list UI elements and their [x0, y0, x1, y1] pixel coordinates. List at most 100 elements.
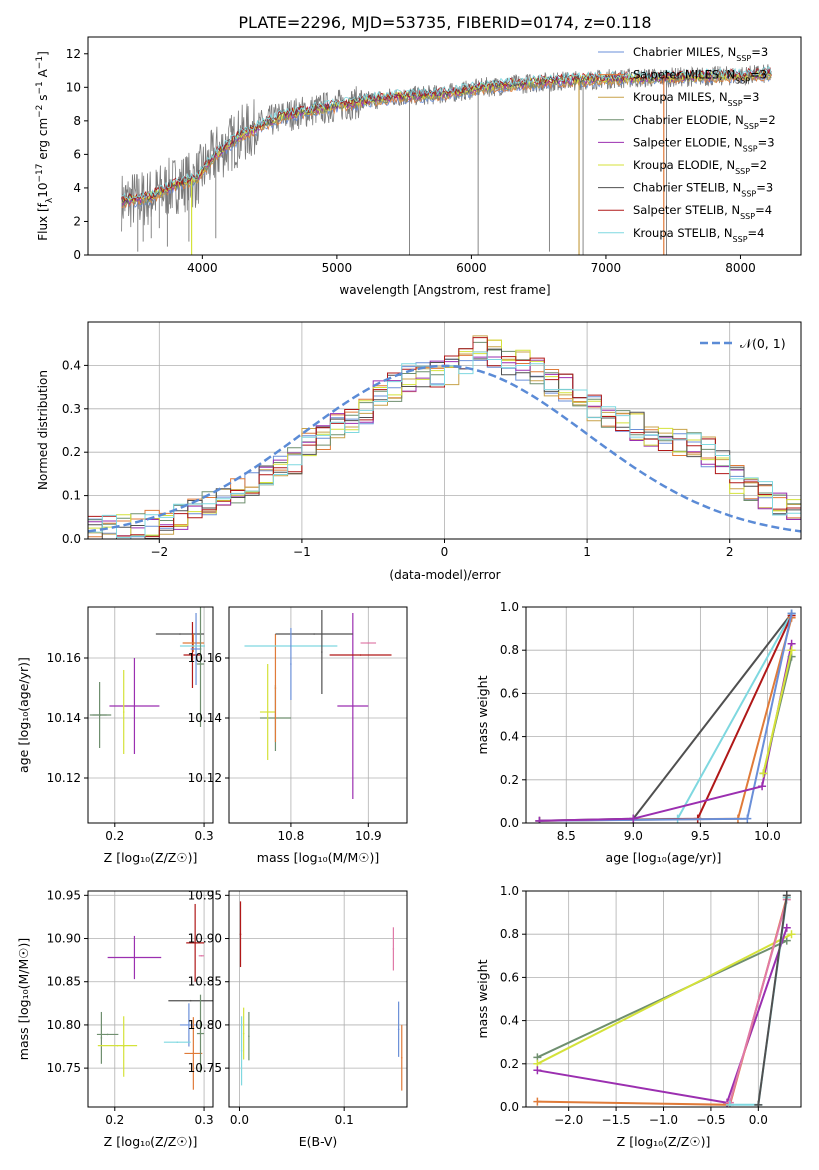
axes-frame — [525, 606, 802, 824]
legend-entry: 𝒩(0, 1) — [740, 336, 786, 351]
legend-text: Kroupa STELIB, N — [633, 226, 733, 240]
x-axis-label: (data-model)/error — [389, 568, 500, 582]
y-tick-label: 10.16 — [47, 651, 81, 665]
y-tick-label: 10.14 — [47, 711, 81, 725]
y-tick-label: 0.2 — [500, 773, 519, 787]
residuals-panel: −2 −1 0 1 2 0.0 0.1 0.2 0.3 0.4 (data-model)/error… — [36, 321, 802, 582]
x-tick-label: 0.1 — [335, 1113, 354, 1127]
y-tick-label: 0.4 — [500, 730, 519, 744]
legend-tail: =3 — [751, 45, 768, 59]
x-tick-label: 0.2 — [105, 829, 124, 843]
y-tick-label: 1.0 — [500, 884, 519, 898]
x-axis-label: Z [log₁₀(Z/Z☉)] — [104, 850, 198, 865]
plot-area — [244, 610, 392, 799]
y-tick-label: 0.6 — [500, 686, 519, 700]
y-tick-label: 0.1 — [62, 489, 81, 503]
plot-area — [89, 607, 205, 754]
legend-entry: Salpeter MILES, NSSP=3 — [633, 68, 767, 86]
y-tick-label: 0.0 — [500, 1100, 519, 1114]
legend-subscript: SSP — [740, 212, 755, 221]
x-tick-label: 10.0 — [754, 829, 781, 843]
y-label-part: 10 — [36, 183, 50, 198]
y-tick-label: 6 — [73, 147, 81, 161]
y-axis-label: mass weight — [475, 675, 490, 754]
y-label-part: −1 — [35, 81, 45, 94]
grid-lines — [229, 607, 407, 823]
y-tick-label: 0.3 — [62, 402, 81, 416]
y-label-part: erg cm — [36, 118, 50, 164]
data-point — [188, 1024, 190, 1026]
y-tick-label: 10.95 — [188, 888, 222, 902]
x-tick-label: 4000 — [187, 261, 218, 275]
x-tick-label: −1.0 — [649, 1113, 678, 1127]
weight-line-kroupa-elodie — [762, 649, 793, 774]
grid-lines — [526, 890, 801, 1108]
grid-lines — [88, 607, 213, 823]
y-tick-label: 0.6 — [500, 970, 519, 984]
data-point — [367, 642, 370, 644]
legend-entry: Chabrier MILES, NSSP=3 — [633, 45, 768, 63]
legend-text: Chabrier STELIB, N — [633, 181, 741, 195]
data-point — [179, 633, 181, 635]
y-label-part: A — [36, 68, 50, 81]
y-tick-label: 10.75 — [47, 1061, 81, 1075]
data-point — [99, 714, 102, 716]
grid-lines — [229, 891, 407, 1107]
legend-text: Salpeter STELIB, N — [633, 203, 740, 217]
legend-entry: Kroupa STELIB, NSSP=4 — [633, 226, 764, 244]
plot-area — [121, 64, 772, 255]
legend-entry: Kroupa MILES, NSSP=3 — [633, 90, 759, 108]
gaussian-curve — [88, 364, 801, 533]
y-tick-label: 10.80 — [47, 1018, 81, 1032]
age-vs-metallicity-panel: 0.2 0.3 10.12 10.14 10.16 Z [log₁₀(Z/Z☉)] age … — [16, 606, 214, 865]
mass-vs-extinction-panel: 0.0 0.1 10.75 10.80 10.85 10.90 10.95 E(B-V) — [188, 888, 408, 1149]
data-point — [248, 1035, 250, 1037]
y-tick-label: 10.85 — [188, 975, 222, 989]
plot-area — [96, 903, 213, 1090]
data-point — [240, 1050, 243, 1052]
y-tick-label: 0.0 — [500, 816, 519, 830]
weight-marker — [754, 1100, 763, 1107]
y-tick-label: 10 — [66, 80, 81, 94]
data-point — [321, 651, 323, 653]
y-label-part: s — [36, 95, 50, 105]
y-label-part: −2 — [35, 105, 45, 118]
legend-text: Kroupa MILES, N — [633, 90, 728, 104]
observed-spectrum-line — [121, 64, 772, 232]
legend-subscript: SSP — [743, 144, 758, 153]
data-point — [199, 1032, 202, 1035]
y-label-part: λ — [45, 197, 55, 203]
y-axis-label: age [log₁₀(age/yr)] — [16, 657, 31, 773]
x-axis-label: mass [log₁₀(M/M☉)] — [257, 850, 379, 865]
legend-tail: =3 — [756, 181, 773, 195]
histogram-kroupa-stelib — [88, 351, 801, 539]
legend-entry: Kroupa ELODIE, NSSP=2 — [633, 158, 767, 176]
legend-entry: Salpeter ELODIE, NSSP=3 — [633, 135, 775, 153]
legend-subscript: SSP — [735, 167, 750, 176]
x-tick-label: 10.8 — [278, 829, 305, 843]
legend-text: Chabrier MILES, N — [633, 45, 736, 59]
x-tick-label: −2 — [150, 545, 168, 559]
y-tick-label: 10.12 — [188, 771, 222, 785]
y-tick-label: 10.90 — [47, 932, 81, 946]
weight-marker — [782, 923, 791, 932]
x-tick-label: 0.3 — [195, 829, 214, 843]
y-tick-label: 0.4 — [500, 1014, 519, 1028]
weight-marker — [743, 814, 752, 823]
weight-line-salpeter-elodie — [539, 643, 793, 822]
y-tick-label: 12 — [66, 47, 81, 61]
x-tick-label: 0.3 — [195, 1113, 214, 1127]
weight-marker — [533, 1066, 542, 1075]
model-spectrum-salpeter-stelib — [121, 67, 772, 202]
x-axis-label: Z [log₁₀(Z/Z☉)] — [104, 1134, 198, 1149]
data-point — [392, 948, 395, 950]
axes-frame — [228, 890, 408, 1108]
age-vs-mass-panel: 10.8 10.9 10.12 10.14 10.16 mass [log₁₀(M/M☉)… — [188, 606, 408, 865]
x-tick-label: 8000 — [725, 261, 756, 275]
y-tick-label: 0.4 — [62, 358, 81, 372]
x-tick-label: 0.0 — [230, 1113, 249, 1127]
legend-tail: =3 — [750, 68, 767, 82]
y-tick-label: 0.8 — [500, 643, 519, 657]
data-point — [313, 633, 315, 635]
y-label-part: Flux [f — [36, 202, 50, 240]
